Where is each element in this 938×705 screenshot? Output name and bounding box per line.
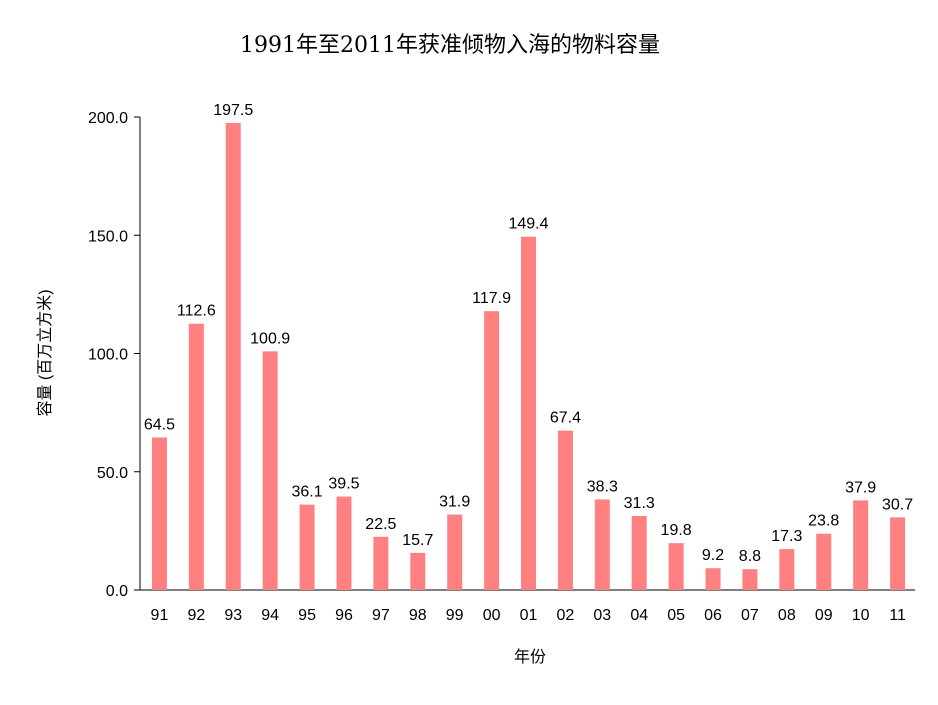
bar	[151, 437, 167, 590]
y-tick-label: 200.0	[88, 110, 128, 127]
chart-title: 1991年至2011年获准倾物入海的物料容量	[240, 33, 660, 58]
bar	[225, 122, 241, 590]
x-tick-label: 09	[815, 607, 833, 624]
y-tick-label: 150.0	[88, 228, 128, 245]
data-label: 149.4	[508, 216, 548, 233]
x-tick-label: 02	[557, 607, 575, 624]
x-axis-label: 年份	[514, 648, 546, 666]
data-label: 8.8	[739, 548, 761, 565]
x-tick-label: 98	[409, 607, 427, 624]
bar	[853, 500, 869, 590]
bar	[484, 311, 500, 590]
x-tick-label: 08	[778, 607, 796, 624]
bar	[631, 515, 647, 590]
x-tick-label: 00	[483, 607, 501, 624]
data-label: 64.5	[144, 416, 175, 433]
data-label: 17.3	[771, 528, 802, 545]
x-tick-label: 04	[630, 607, 648, 624]
data-label: 117.9	[472, 290, 511, 307]
y-tick-label: 50.0	[97, 465, 128, 482]
bar	[410, 552, 426, 590]
data-label: 197.5	[213, 102, 253, 119]
bar	[705, 568, 721, 590]
data-label: 39.5	[328, 476, 359, 493]
bar	[447, 514, 463, 590]
bar	[779, 549, 795, 590]
x-tick-label: 96	[335, 607, 353, 624]
data-label: 31.3	[624, 495, 655, 512]
bar	[890, 517, 906, 590]
bar	[188, 323, 204, 590]
x-tick-label: 95	[298, 607, 316, 624]
x-tick-label: 97	[372, 607, 390, 624]
x-tick-label: 91	[151, 607, 169, 624]
data-label: 36.1	[292, 484, 323, 501]
x-tick-label: 07	[741, 607, 759, 624]
bar	[668, 543, 684, 590]
data-label: 15.7	[402, 532, 433, 549]
data-label: 112.6	[177, 303, 216, 320]
x-tick-label: 93	[224, 607, 242, 624]
data-label: 67.4	[550, 410, 581, 427]
bar	[557, 430, 573, 590]
x-tick-label: 11	[889, 607, 906, 624]
bar	[299, 504, 315, 590]
x-tick-label: 94	[261, 607, 279, 624]
x-tick-label: 10	[852, 607, 870, 624]
bar	[373, 536, 389, 590]
y-tick-label: 100.0	[88, 347, 128, 364]
data-label: 31.9	[439, 494, 470, 511]
x-tick-label: 06	[704, 607, 722, 624]
bar	[594, 499, 610, 590]
y-axis-label: 容量 (百万立方米)	[36, 289, 54, 416]
bar	[816, 533, 832, 590]
x-tick-label: 03	[593, 607, 611, 624]
data-label: 38.3	[587, 478, 618, 495]
data-label: 30.7	[882, 496, 913, 513]
x-tick-label: 92	[187, 607, 205, 624]
data-label: 9.2	[702, 547, 724, 564]
bar	[336, 496, 352, 590]
x-tick-label: 99	[446, 607, 464, 624]
data-label: 100.9	[250, 330, 290, 347]
bar	[521, 236, 536, 590]
data-label: 22.5	[365, 516, 396, 533]
data-label: 19.8	[661, 522, 692, 539]
y-tick-label: 0.0	[106, 583, 128, 600]
bar	[742, 569, 758, 590]
data-label: 37.9	[845, 479, 876, 496]
x-tick-label: 05	[667, 607, 685, 624]
bar	[262, 351, 278, 590]
x-tick-label: 01	[520, 607, 538, 624]
data-label: 23.8	[808, 513, 839, 530]
